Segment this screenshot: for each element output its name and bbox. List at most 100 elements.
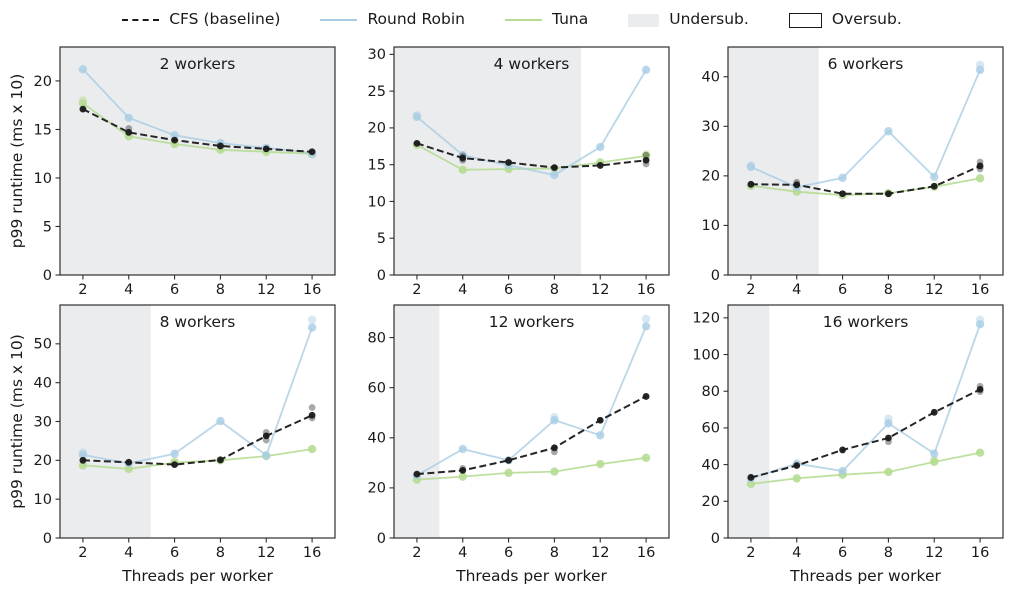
round_robin-extra-point	[307, 315, 317, 324]
round_robin-point	[884, 127, 893, 136]
cfs-point	[262, 145, 270, 153]
cfs-point	[551, 164, 558, 172]
cfs-point	[171, 136, 178, 144]
round_robin-point	[838, 173, 847, 183]
plot-border	[59, 46, 336, 276]
subplot-12-workers: 0 20 40 60 80 2 4 6 8 12 16 12 workers Threads per w…	[368, 304, 670, 585]
y-tick-label: 5	[43, 219, 52, 235]
round_robin-point	[412, 112, 422, 122]
round_robin-point	[170, 449, 179, 458]
y-tick-label: 120	[692, 311, 720, 327]
subplot-title: 8 workers	[160, 313, 236, 331]
cfs-point	[596, 162, 604, 169]
cfs-point	[793, 181, 801, 189]
x-tick-label: 2	[412, 282, 421, 295]
x-tick-label: 12	[257, 545, 275, 561]
x-tick-label: 16	[971, 282, 989, 295]
plot-border	[59, 304, 336, 539]
tuna-point	[550, 467, 559, 476]
y-tick-label: 0	[711, 268, 720, 284]
legend-item-oversub: Oversub.	[788, 12, 902, 28]
cfs-point	[79, 105, 87, 113]
cfs-point	[308, 148, 316, 156]
x-tick-label: 16	[637, 545, 655, 561]
y-tick-label: 0	[43, 268, 52, 284]
round_robin-point	[975, 65, 985, 74]
round_robin-point	[550, 170, 559, 180]
cfs-point	[505, 159, 512, 166]
y-tick-label: 30	[34, 414, 52, 430]
legend-item-tuna: Tuna	[504, 12, 588, 28]
plot-border	[393, 304, 670, 539]
subplot-row-bottom: 0 10 20 30 40 50 2 4 6 8 12 16 8 workers p99 runtime …	[8, 295, 1024, 591]
tuna-line	[416, 144, 647, 171]
y-tick-label: 40	[702, 70, 720, 86]
x-tick-label: 8	[216, 545, 225, 561]
round_robin-point	[838, 466, 847, 476]
x-axis-label: Threads per worker	[455, 567, 607, 585]
subplot-title: 6 workers	[828, 55, 904, 73]
subplot-4-workers: 0 5 10 15 20 25 30 2 4 6 8 12 16 4 workers	[368, 46, 670, 295]
tuna-point	[930, 457, 939, 467]
x-tick-label: 2	[78, 545, 87, 561]
filled-box-swatch-icon	[628, 13, 660, 27]
legend: CFS (baseline) Round Robin Tuna Undersub. Ov…	[0, 0, 1024, 33]
y-tick-label: 10	[34, 492, 52, 508]
cfs-point	[976, 162, 984, 170]
cfs-extra-point	[642, 151, 650, 159]
subplot-grid: 0 5 10 15 20 2 4 6 8 12 16 2 workers p99 runtime (ms…	[8, 33, 1024, 591]
cfs-point	[596, 416, 604, 424]
y-tick-label: 0	[377, 268, 386, 284]
cfs-line	[82, 414, 313, 466]
tuna-point	[641, 453, 651, 463]
cfs-point	[262, 432, 270, 440]
y-tick-label: 15	[34, 122, 52, 138]
undersub-region	[728, 47, 819, 275]
cfs-point	[747, 474, 755, 481]
plot-border	[393, 46, 670, 276]
subplot-row-top: 0 5 10 15 20 2 4 6 8 12 16 2 workers p99 runtime (ms…	[8, 33, 1024, 295]
round_robin-extra-point	[641, 314, 651, 323]
tuna-point	[596, 459, 605, 469]
legend-item-undersub: Undersub.	[628, 12, 749, 28]
tuna-point	[884, 467, 893, 477]
cfs-point	[459, 466, 467, 474]
round_robin-point	[216, 416, 225, 426]
cfs-extra-point	[308, 404, 316, 411]
x-tick-label: 6	[504, 282, 513, 295]
tuna-line	[750, 177, 981, 197]
y-tick-label: 30	[702, 119, 720, 135]
legend-label: Round Robin	[367, 10, 465, 29]
round_robin-point	[641, 65, 651, 74]
round_robin-point	[78, 65, 88, 74]
tuna-point	[975, 448, 985, 457]
tuna-point	[78, 461, 88, 470]
tuna-point	[792, 474, 801, 483]
cfs-point	[747, 180, 755, 188]
x-axis-label: Threads per worker	[121, 567, 273, 585]
x-tick-label: 4	[792, 282, 801, 295]
undersub-region	[728, 305, 770, 538]
cfs-point	[505, 456, 512, 464]
x-tick-label: 6	[170, 545, 179, 561]
cfs-point	[125, 458, 133, 466]
subplot-title: 16 workers	[823, 313, 909, 331]
y-tick-label: 40	[34, 375, 52, 391]
x-tick-label: 2	[746, 282, 755, 295]
subplot-8-workers: 0 10 20 30 40 50 2 4 6 8 12 16 8 workers p99 runtime …	[8, 304, 336, 585]
cfs-point	[930, 408, 938, 416]
round_robin-point	[596, 431, 605, 440]
cfs-line	[750, 388, 981, 479]
y-tick-label: 20	[34, 74, 52, 90]
cfs-line	[750, 165, 981, 195]
y-tick-label: 40	[702, 457, 720, 473]
x-tick-label: 12	[925, 282, 943, 295]
x-tick-label: 8	[884, 545, 893, 561]
legend-item-cfs-baseline: CFS (baseline)	[122, 12, 280, 28]
cfs-point	[79, 456, 87, 464]
tuna-point	[307, 444, 317, 454]
line-swatch-icon	[320, 19, 358, 21]
tuna-point	[975, 174, 985, 183]
cfs-point	[930, 182, 938, 190]
x-tick-label: 16	[637, 282, 655, 295]
